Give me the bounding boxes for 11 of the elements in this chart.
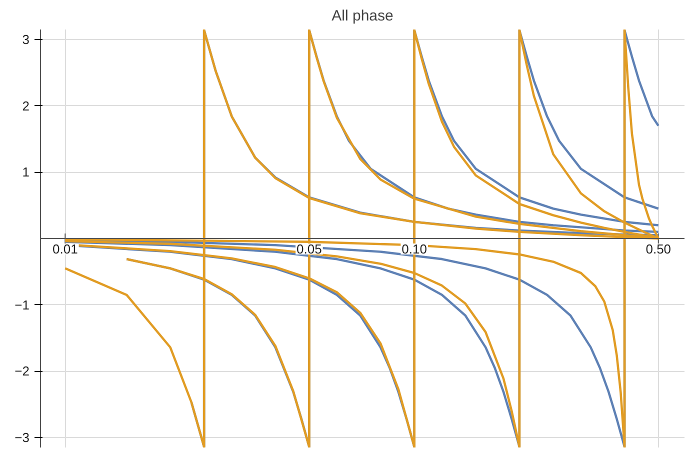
y-tick-label: 2 [22, 98, 30, 114]
y-tick-label: −3 [14, 430, 30, 446]
x-tick-label: 0.01 [52, 242, 78, 256]
y-tick-label: −1 [14, 297, 30, 312]
x-tick-label: 0.50 [646, 242, 672, 256]
x-tick-label: 0.05 [296, 242, 322, 256]
y-tick-label: −2 [14, 364, 30, 379]
y-tick-label: 3 [22, 32, 30, 47]
chart-title: All phase [332, 8, 394, 24]
y-tick-label: 1 [22, 164, 30, 180]
x-tick-label: 0.10 [402, 242, 427, 256]
